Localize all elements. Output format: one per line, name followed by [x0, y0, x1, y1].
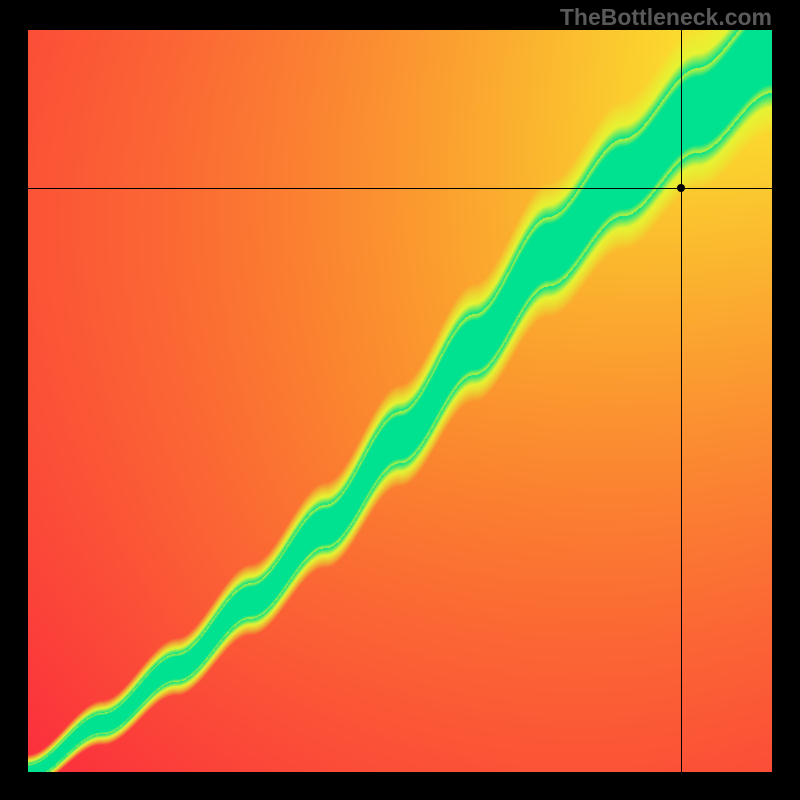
watermark-text: TheBottleneck.com [560, 4, 772, 31]
crosshair-horizontal [28, 188, 772, 189]
heatmap-plot [28, 30, 772, 772]
crosshair-vertical [681, 30, 682, 772]
chart-root: TheBottleneck.com [0, 0, 800, 800]
heatmap-canvas [28, 30, 772, 772]
